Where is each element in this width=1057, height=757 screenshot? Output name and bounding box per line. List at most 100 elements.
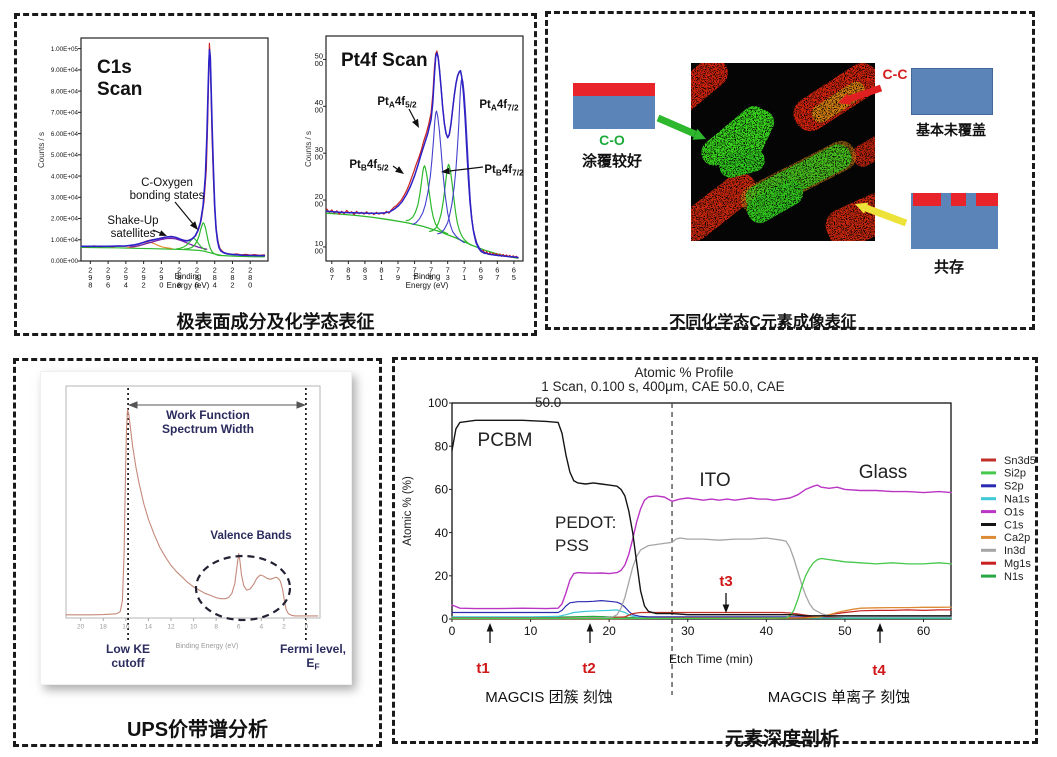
- svg-text:71: 71: [462, 266, 466, 283]
- svg-text:6: 6: [237, 624, 241, 631]
- panel-xps-spectra: 2 9 8 2 9 6 2 9 4 2 9 2 2 9 0 2 8 8 2 8 6 2 8 4 2 8 2 2 8 0 0.00E+00 1.…: [14, 13, 537, 336]
- svg-text:Valence Bands: Valence Bands: [210, 530, 291, 542]
- panel-ups: 20 18 16 14 12 10 8 6 4 2 0 Work Function Spectrum W…: [13, 358, 382, 747]
- coating-layer: [573, 83, 655, 96]
- svg-text:Fermi level,: Fermi level,: [280, 642, 346, 656]
- svg-text:0: 0: [449, 624, 456, 638]
- svg-text:77: 77: [412, 266, 416, 283]
- yellow-arrow: [855, 202, 908, 227]
- ups-figure-box: [40, 371, 352, 685]
- svg-text:Ca2p: Ca2p: [1004, 532, 1030, 544]
- coating-segment: [951, 193, 966, 206]
- svg-text:40: 40: [760, 624, 774, 638]
- svg-text:t1: t1: [476, 660, 489, 677]
- svg-text:296: 296: [106, 266, 110, 290]
- svg-text:PtA4f7/2: PtA4f7/2: [479, 99, 519, 113]
- imaging-arrows-svg: [656, 84, 908, 227]
- svg-text:Counts / s: Counts / s: [37, 132, 46, 168]
- svg-text:83: 83: [363, 266, 367, 283]
- svg-text:30: 30: [681, 624, 695, 638]
- svg-text:40: 40: [315, 98, 323, 107]
- map-green-regions: [701, 106, 852, 224]
- svg-text:60: 60: [435, 483, 449, 497]
- co-description: 涂覆较好: [581, 153, 642, 170]
- svg-text:20: 20: [77, 624, 85, 631]
- coexist-description: 共存: [933, 259, 964, 276]
- svg-text:9.00E+04: 9.00E+04: [51, 67, 79, 74]
- svg-text:0.00E+00: 0.00E+00: [51, 258, 79, 265]
- svg-text:50.0: 50.0: [535, 395, 561, 410]
- xps-panel-caption: 极表面成分及化学态表征: [176, 312, 375, 332]
- svg-text:t4: t4: [872, 662, 886, 679]
- diagram-good-coating: [573, 83, 655, 129]
- svg-text:Glass: Glass: [859, 462, 908, 483]
- co-label: C-O: [599, 132, 625, 148]
- svg-text:20: 20: [435, 569, 449, 583]
- svg-text:t3: t3: [719, 573, 732, 590]
- svg-text:4.00E+04: 4.00E+04: [51, 173, 79, 180]
- svg-text:PtB4f7/2: PtB4f7/2: [484, 164, 524, 178]
- svg-text:0: 0: [441, 612, 448, 626]
- svg-text:40: 40: [435, 526, 449, 540]
- svg-text:PtA4f5/2: PtA4f5/2: [377, 96, 417, 110]
- svg-text:290: 290: [159, 266, 163, 290]
- svg-text:73: 73: [446, 266, 450, 283]
- svg-text:8.00E+04: 8.00E+04: [51, 88, 79, 95]
- svg-text:PEDOT:PSS: PEDOT: PSS: [555, 513, 616, 555]
- svg-text:Counts / s: Counts / s: [304, 131, 313, 167]
- svg-text:In3d: In3d: [1004, 545, 1025, 557]
- svg-text:8: 8: [214, 624, 218, 631]
- chemical-state-map-image: [691, 63, 875, 241]
- svg-text:5.00E+04: 5.00E+04: [51, 152, 79, 159]
- svg-text:Si2p: Si2p: [1004, 468, 1026, 480]
- cc-description: 基本未覆盖: [916, 122, 986, 138]
- svg-text:14: 14: [145, 624, 153, 631]
- cc-label: C-C: [882, 66, 908, 82]
- panel-chemical-imaging: C-O 涂覆较好 C-C 基本未覆盖 共存 不同化学态C元素成像表征: [545, 11, 1035, 331]
- svg-text:MAGCIS 团簇 刻蚀: MAGCIS 团簇 刻蚀: [485, 688, 613, 706]
- svg-text:00: 00: [315, 106, 323, 115]
- svg-text:60: 60: [917, 624, 931, 638]
- xps-charts-svg: 2 9 8 2 9 6 2 9 4 2 9 2 2 9 0 2 8 8 2 8 6 2 8 4 2 8 2 2 8 0 0.00E+00 1.…: [37, 35, 524, 290]
- panel-depth-profile: 0 10 20 30 40 50 60 0 20 40 60 80 100 Atomic % Profil…: [392, 357, 1038, 750]
- svg-text:50: 50: [315, 51, 323, 60]
- svg-text:Binding Energy (eV): Binding Energy (eV): [176, 643, 239, 650]
- svg-text:286: 286: [195, 266, 199, 290]
- svg-text:1.00E+05: 1.00E+05: [51, 46, 79, 53]
- svg-text:Atomic % Profile: Atomic % Profile: [634, 365, 733, 380]
- svg-text:Pt4f Scan: Pt4f Scan: [341, 50, 428, 71]
- svg-text:4: 4: [259, 624, 263, 631]
- svg-text:10: 10: [315, 239, 323, 248]
- svg-text:81: 81: [379, 266, 383, 283]
- svg-text:1 Scan, 0.100 s, 400μm, CAE: 1 Scan, 0.100 s, 400μm, CAE 50.0, CAE: [541, 379, 784, 394]
- svg-text:7.00E+04: 7.00E+04: [51, 110, 79, 117]
- svg-text:80: 80: [435, 439, 449, 453]
- svg-text:00: 00: [315, 246, 323, 255]
- svg-text:ITO: ITO: [699, 470, 730, 491]
- svg-text:Na1s: Na1s: [1004, 494, 1030, 506]
- green-arrow: [656, 114, 706, 140]
- svg-text:50: 50: [838, 624, 852, 638]
- depth-panel-caption: 元素深度剖析: [724, 729, 839, 750]
- svg-text:85: 85: [346, 266, 350, 283]
- svg-text:Mg1s: Mg1s: [1004, 558, 1031, 570]
- svg-text:18: 18: [100, 624, 108, 631]
- svg-text:Atomic % (%): Atomic % (%): [402, 476, 414, 546]
- svg-text:3.00E+04: 3.00E+04: [51, 194, 79, 201]
- coating-segment: [976, 193, 998, 206]
- svg-text:30: 30: [315, 145, 323, 154]
- svg-text:298: 298: [88, 266, 92, 290]
- substrate-layer: [573, 96, 655, 129]
- svg-text:Sn3d5: Sn3d5: [1004, 455, 1035, 467]
- diagram-uncovered: [911, 68, 993, 115]
- svg-text:79: 79: [396, 266, 400, 283]
- svg-text:PtB4f5/2: PtB4f5/2: [349, 159, 389, 173]
- svg-text:294: 294: [124, 266, 128, 290]
- svg-text:282: 282: [230, 266, 234, 290]
